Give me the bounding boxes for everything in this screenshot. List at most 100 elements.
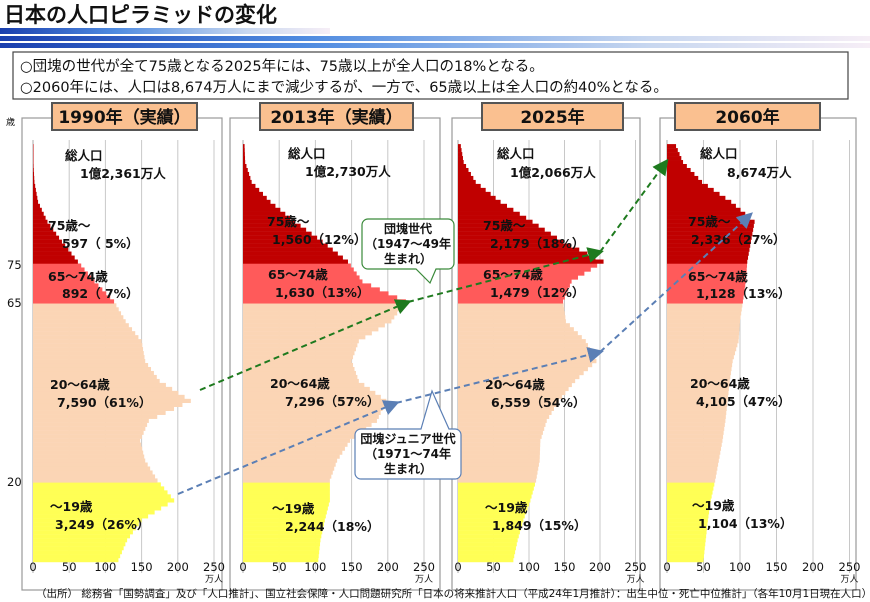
- age-bar: [458, 359, 597, 364]
- age-bar: [667, 542, 706, 547]
- age-bar: [667, 307, 742, 312]
- age-bar: [458, 259, 604, 264]
- age-bar: [33, 370, 154, 376]
- age-bar: [243, 191, 263, 197]
- age-bar: [33, 402, 183, 407]
- info-line-2: ○2060年には、人口は8,674万人にまで減少するが、一方で、65歳以上は全人…: [20, 78, 668, 96]
- age-bar: [33, 323, 129, 328]
- age-bar: [667, 510, 710, 515]
- age-bar: [458, 438, 541, 443]
- age-bar: [458, 374, 580, 380]
- age-bar: [667, 335, 739, 340]
- age-bar: [667, 418, 726, 423]
- age-bar: [667, 534, 707, 539]
- age-bar: [458, 558, 514, 563]
- age-bar: [33, 351, 144, 356]
- age-bar: [458, 490, 533, 495]
- age-bar: [243, 175, 251, 181]
- age-bar: [243, 359, 352, 364]
- age-bar: [458, 458, 540, 463]
- age-bar: [667, 203, 736, 208]
- age-bar: [458, 311, 565, 316]
- age-bar: [33, 327, 133, 332]
- age-bar: [458, 530, 520, 535]
- x-tick-label: 150: [554, 560, 576, 574]
- age-group-value: 4,105（47%）: [696, 394, 790, 409]
- age-bar: [33, 498, 175, 503]
- age-bar: [33, 179, 35, 185]
- age-bar: [33, 398, 191, 404]
- age-bar: [458, 283, 570, 288]
- age-bar: [243, 183, 256, 189]
- age-bar: [33, 167, 34, 173]
- age-bar: [243, 343, 358, 348]
- age-bar: [458, 203, 507, 208]
- age-bar: [33, 307, 119, 312]
- x-axis-unit: 万人: [205, 574, 223, 585]
- x-tick-label: 200: [802, 560, 824, 574]
- age-bar: [458, 223, 539, 228]
- age-bar: [667, 370, 731, 376]
- age-bar: [458, 183, 481, 189]
- age-bar: [33, 283, 99, 288]
- age-bar: [458, 398, 559, 404]
- panel-header: 2060年: [674, 102, 821, 131]
- age-bar: [33, 331, 136, 336]
- age-bar: [33, 227, 54, 232]
- age-bar: [667, 546, 705, 551]
- age-bar: [667, 343, 738, 348]
- total-population-value: 1億2,066万人: [510, 165, 596, 180]
- age-bar: [458, 191, 491, 197]
- x-tick-label: 250: [839, 560, 861, 574]
- age-bar: [667, 502, 711, 507]
- age-bar: [667, 223, 754, 228]
- age-bar: [667, 490, 713, 495]
- age-bar: [458, 195, 496, 201]
- age-group-label: ～19歳: [272, 501, 315, 516]
- age-bar: [458, 526, 522, 531]
- age-axis: 歳 75 65 20: [6, 116, 22, 489]
- age-bar: [243, 164, 247, 169]
- age-bar: [33, 378, 160, 384]
- age-bar: [458, 171, 471, 177]
- x-tick-label: 100: [729, 560, 751, 574]
- age-bar: [33, 374, 157, 380]
- age-bar: [667, 426, 725, 431]
- age-bar: [33, 156, 34, 161]
- age-bar: [458, 303, 564, 308]
- age-bar: [243, 542, 321, 547]
- age-bar: [243, 307, 401, 312]
- age-bar: [458, 454, 540, 459]
- age-group-value: 6,559（54%）: [491, 395, 585, 410]
- age-bar: [458, 164, 467, 169]
- age-bar: [458, 538, 518, 543]
- age-bar: [458, 546, 516, 551]
- age-bar: [667, 195, 726, 201]
- age-bar: [458, 502, 529, 507]
- age-bar: [243, 319, 392, 324]
- age-bar: [243, 187, 260, 193]
- age-bar: [667, 164, 687, 169]
- age-bar: [243, 156, 246, 161]
- age-bar: [33, 522, 139, 527]
- age-bar: [33, 359, 146, 364]
- age-bar: [243, 502, 329, 507]
- age-bar: [458, 215, 527, 220]
- age-bar: [243, 426, 367, 431]
- age-bar: [243, 386, 370, 392]
- age-bar: [458, 522, 523, 527]
- age-bar: [243, 554, 319, 559]
- age-bar: [667, 518, 708, 523]
- age-bar: [33, 303, 117, 308]
- age-bar: [33, 187, 36, 193]
- age-tick-65: 65: [7, 296, 22, 310]
- boomer-callout: 団塊世代 （1947～49年 生まれ）: [361, 218, 455, 285]
- age-bar: [243, 486, 330, 491]
- age-bar: [243, 227, 307, 232]
- age-bar: [458, 175, 474, 181]
- age-bar: [33, 231, 57, 236]
- age-bar: [667, 474, 716, 479]
- age-bar: [458, 518, 524, 523]
- age-bar: [667, 478, 716, 483]
